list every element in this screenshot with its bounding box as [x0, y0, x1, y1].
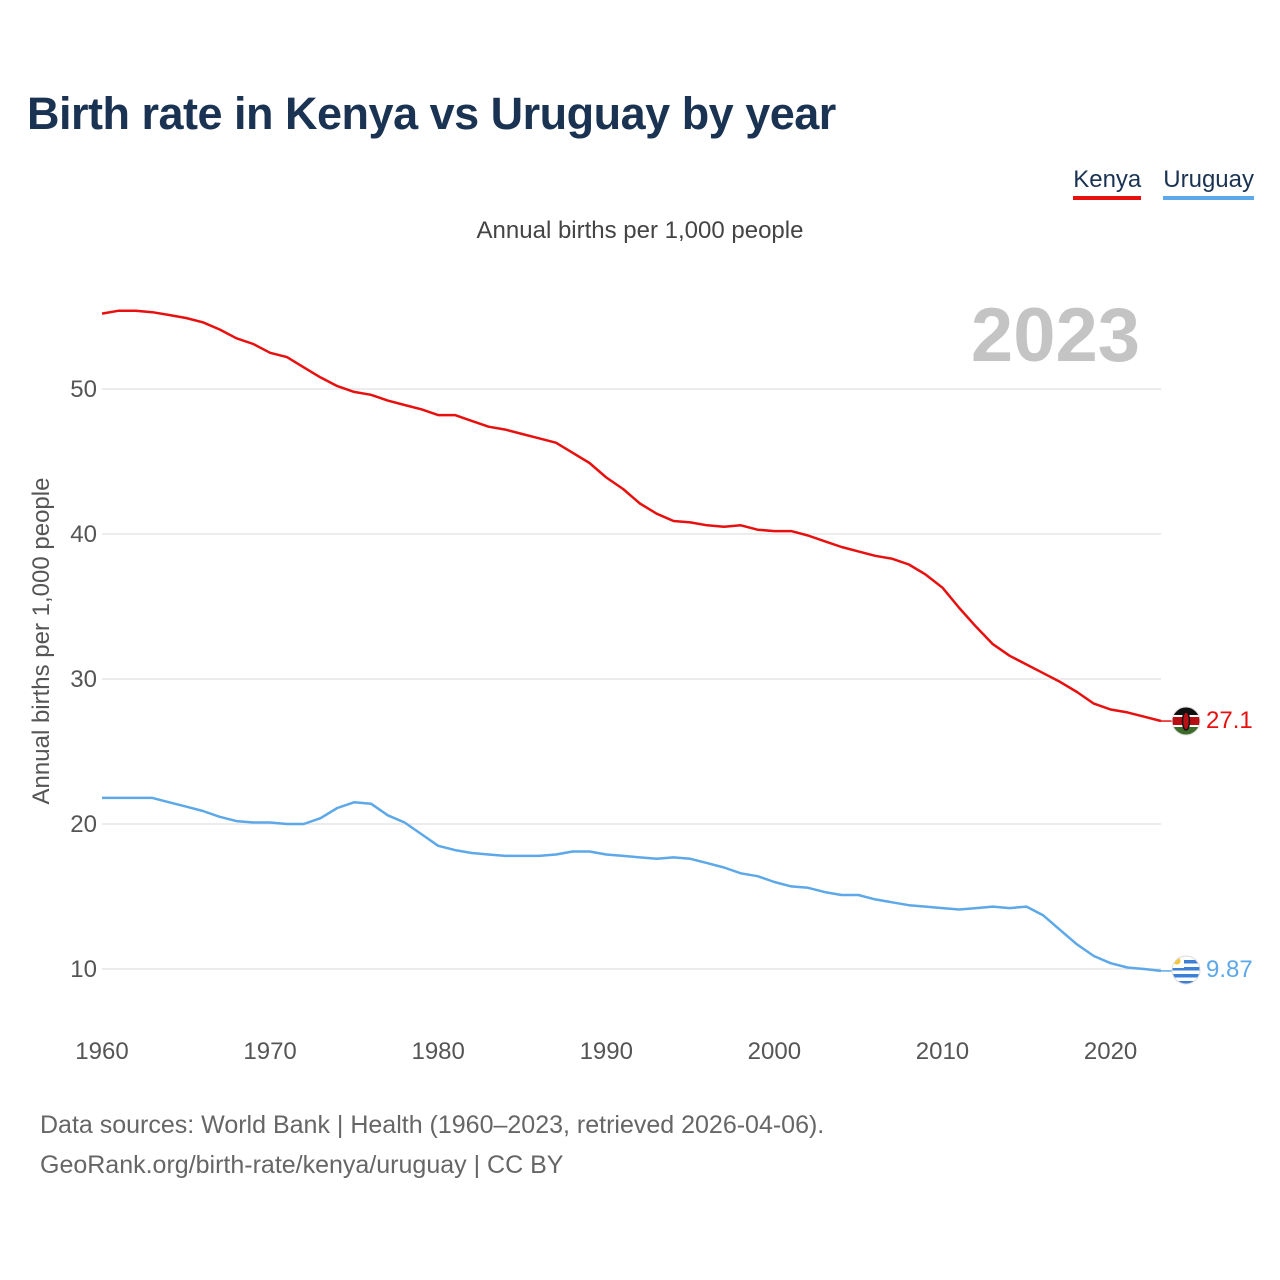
y-tick-label: 40 — [70, 521, 97, 548]
kenya-flag-icon — [1172, 707, 1200, 735]
chart-subtitle: Annual births per 1,000 people — [476, 217, 804, 244]
x-tick-label: 2000 — [748, 1038, 801, 1065]
x-tick-label: 1980 — [411, 1038, 464, 1065]
y-tick-label: 30 — [70, 666, 97, 693]
y-tick-label: 20 — [70, 811, 97, 838]
series-line-uruguay[interactable] — [102, 796, 1162, 973]
series-line-kenya[interactable] — [101, 309, 1162, 723]
legend: Kenya Uruguay — [1073, 166, 1254, 200]
x-tick-label: 2010 — [916, 1038, 969, 1065]
chart-title: Birth rate in Kenya vs Uruguay by year — [27, 88, 836, 139]
x-tick-label: 1990 — [580, 1038, 633, 1065]
footer-link[interactable]: GeoRank.org/birth-rate/kenya/uruguay | C… — [40, 1151, 564, 1179]
year-watermark: 2023 — [971, 293, 1140, 378]
uruguay-end-value: 9.87 — [1206, 956, 1253, 983]
y-tick-label: 50 — [70, 376, 97, 403]
footer: Data sources: World Bank | Health (1960–… — [40, 1105, 824, 1185]
x-tick-label: 2020 — [1084, 1038, 1137, 1065]
legend-item-uruguay[interactable]: Uruguay — [1163, 166, 1254, 200]
legend-item-kenya[interactable]: Kenya — [1073, 166, 1142, 200]
footer-sources: Data sources: World Bank | Health (1960–… — [40, 1111, 825, 1139]
kenya-end-value: 27.1 — [1206, 707, 1253, 734]
x-tick-label: 1970 — [243, 1038, 296, 1065]
x-tick-label: 1960 — [75, 1038, 128, 1065]
y-tick-label: 10 — [70, 956, 97, 983]
uruguay-flag-icon — [1172, 956, 1200, 984]
